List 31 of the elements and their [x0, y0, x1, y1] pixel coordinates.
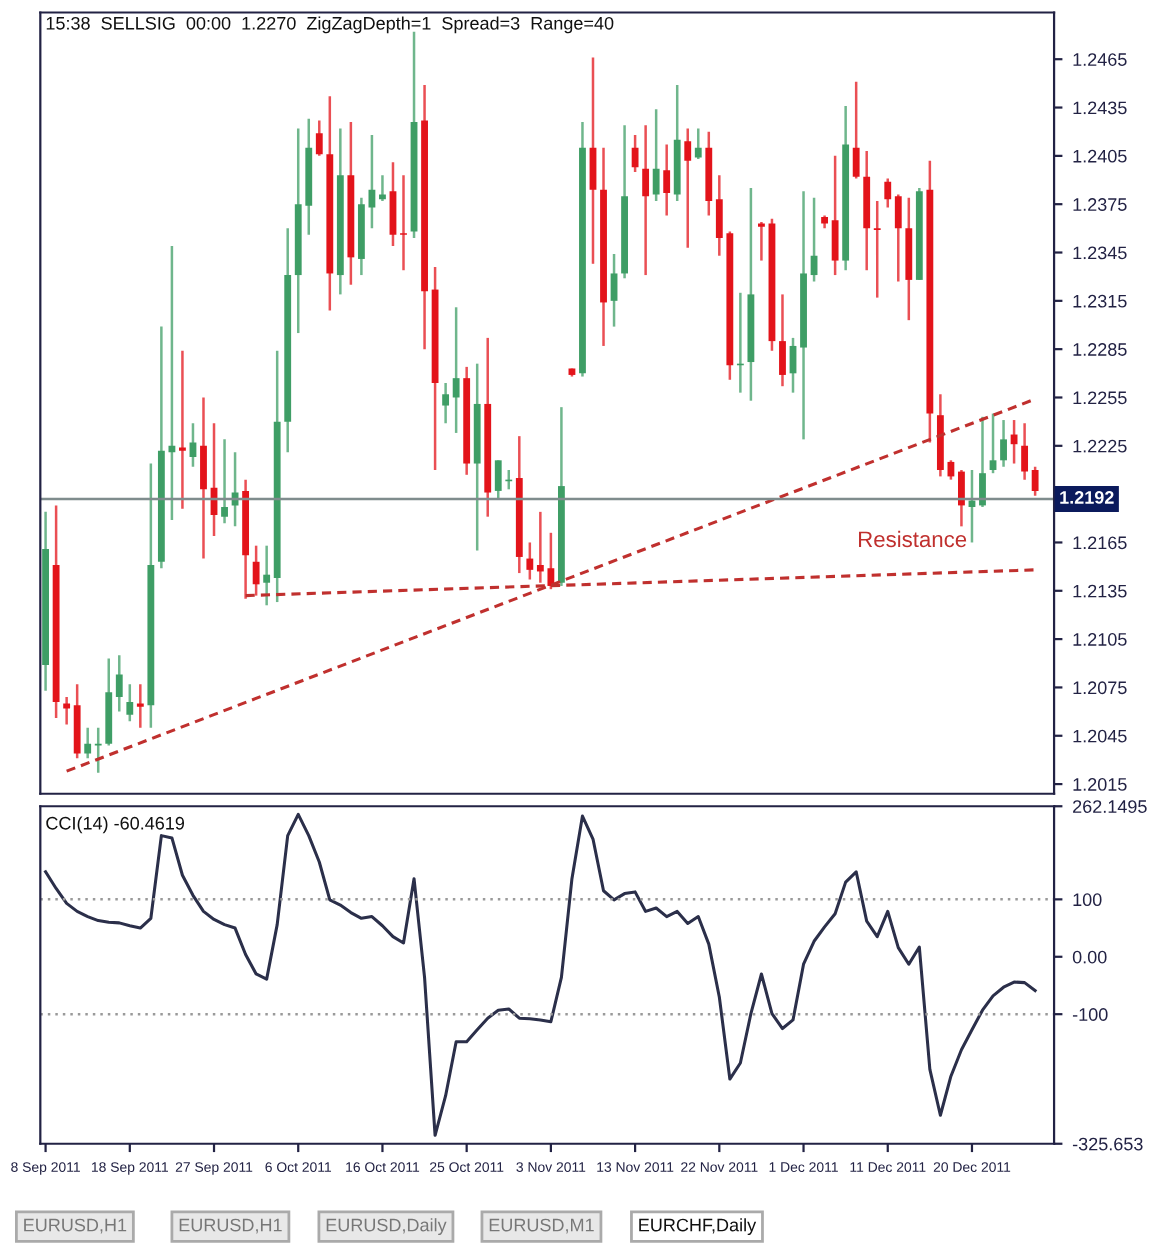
text: EURUSD,Daily [326, 1218, 447, 1235]
y-tick-label: 0.00 [1072, 950, 1107, 964]
y-tick-label: 1.2255 [1073, 391, 1127, 405]
line-series [44, 812, 1037, 1137]
y-tick-label: 1.2135 [1073, 584, 1127, 598]
y-tick-label: 1.2105 [1073, 633, 1127, 646]
text: EURUSD,M1 [489, 1218, 594, 1234]
text: EURCHF,Daily [639, 1218, 757, 1235]
y-tick-label: 1.2075 [1073, 681, 1127, 695]
y-tick-label: -100 [1072, 1008, 1108, 1021]
y-tick-label: 1.2345 [1073, 246, 1127, 260]
y-tick-label: 1.2015 [1073, 778, 1127, 791]
ref-line-label: 1.2192 [1060, 491, 1114, 504]
y-tick-label: 1.2045 [1073, 729, 1127, 743]
y-tick-label: 1.2165 [1073, 536, 1127, 550]
chart-title: 15:38 SELLSIG 00:00 1.2270 ZigZagDepth=1 Spread=3 Range=40 [46, 16, 614, 34]
y-tick-label: 1.2315 [1073, 294, 1127, 308]
text: EURUSD,H1 [179, 1218, 282, 1234]
text: CCI(14) -60.4619 [46, 816, 185, 834]
y-tick-label: 1.2435 [1073, 101, 1127, 115]
candlestick [873, 199, 881, 299]
y-tick-label: 1.2285 [1073, 343, 1127, 356]
y-tick-label: 1.2375 [1073, 198, 1127, 211]
y-tick-label: 1.2405 [1073, 149, 1127, 163]
y-tick-label: 1.2465 [1073, 53, 1127, 66]
y-tick-label: -325.653 [1072, 1137, 1143, 1151]
annotation: Resistance [859, 530, 967, 548]
y-tick-label: 100 [1073, 893, 1102, 907]
text: EURUSD,H1 [24, 1218, 127, 1234]
y-tick-label: 1.2225 [1073, 439, 1127, 453]
y-tick-label: 262.1495 [1073, 800, 1147, 813]
